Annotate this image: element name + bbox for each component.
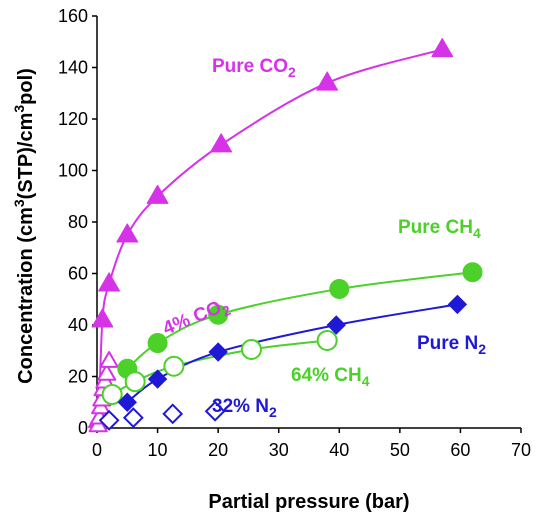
mix-co2-point: [99, 351, 119, 368]
x-tick-label: 10: [148, 440, 168, 460]
mix-n2-point: [98, 409, 120, 431]
x-axis-title: Partial pressure (bar): [208, 491, 409, 513]
y-tick-label: 100: [58, 161, 88, 181]
pure-n2-point: [447, 294, 468, 315]
x-tick-label: 70: [511, 440, 531, 460]
y-axis-title: Concentration (cm3(STP)/cm3pol): [11, 68, 37, 384]
axes: 0 10 20 30 40 50 60 70 0 20 40 60 80 100 120 140 160 Part…: [11, 6, 531, 513]
mix-n2-point: [122, 407, 144, 429]
pure-co2-point: [91, 308, 114, 328]
pure-n2-point: [208, 342, 228, 362]
x-tick-label: 50: [390, 440, 410, 460]
y-tick-label: 140: [58, 58, 88, 78]
pure-ch4-point: [147, 333, 168, 354]
pure-co2-curve: [97, 48, 443, 421]
x-tick-label: 60: [450, 440, 470, 460]
pure-co2-point: [210, 133, 233, 153]
y-tick-label: 0: [78, 418, 88, 438]
mix-ch4-label: 64% CH4: [291, 365, 370, 389]
x-tick-label: 40: [329, 440, 349, 460]
pure-ch4-label: Pure CH4: [398, 217, 481, 241]
pure-co2-label: Pure CO2: [212, 56, 296, 80]
y-tick-label: 60: [68, 264, 88, 284]
mix-ch4-point: [124, 371, 146, 393]
data-markers: [87, 37, 483, 433]
pure-n2-label: Pure N2: [417, 333, 486, 357]
pure-co2-point: [316, 71, 339, 91]
pure-n2-point: [147, 369, 168, 389]
y-tick-label: 20: [68, 367, 88, 387]
mix-ch4-point: [163, 355, 185, 377]
x-tick-label: 30: [269, 440, 289, 460]
pure-co2-point: [98, 272, 121, 292]
pure-ch4-point: [329, 278, 350, 299]
pure-ch4-point: [208, 304, 229, 325]
pure-co2-point: [146, 184, 169, 204]
mix-ch4-point: [316, 329, 338, 351]
x-tick-label: 20: [208, 440, 228, 460]
y-tick-label: 120: [58, 109, 88, 129]
mix-co2-point: [97, 363, 117, 381]
mix-n2-point: [162, 403, 184, 425]
mix-ch4-point: [101, 384, 123, 406]
mix-ch4-point: [240, 338, 262, 360]
pure-co2-point: [431, 37, 454, 58]
mix-n2-label: 32% N2: [212, 396, 277, 420]
y-tick-label: 40: [68, 315, 88, 335]
pure-co2-point: [116, 223, 139, 243]
pure-n2-point: [326, 315, 346, 335]
y-tick-label: 160: [58, 6, 88, 26]
y-tick-label: 80: [68, 212, 88, 232]
x-tick-label: 0: [92, 440, 102, 460]
pure-n2-point: [117, 392, 137, 412]
pure-ch4-point: [462, 262, 483, 283]
mix-n2-point: [204, 400, 226, 422]
